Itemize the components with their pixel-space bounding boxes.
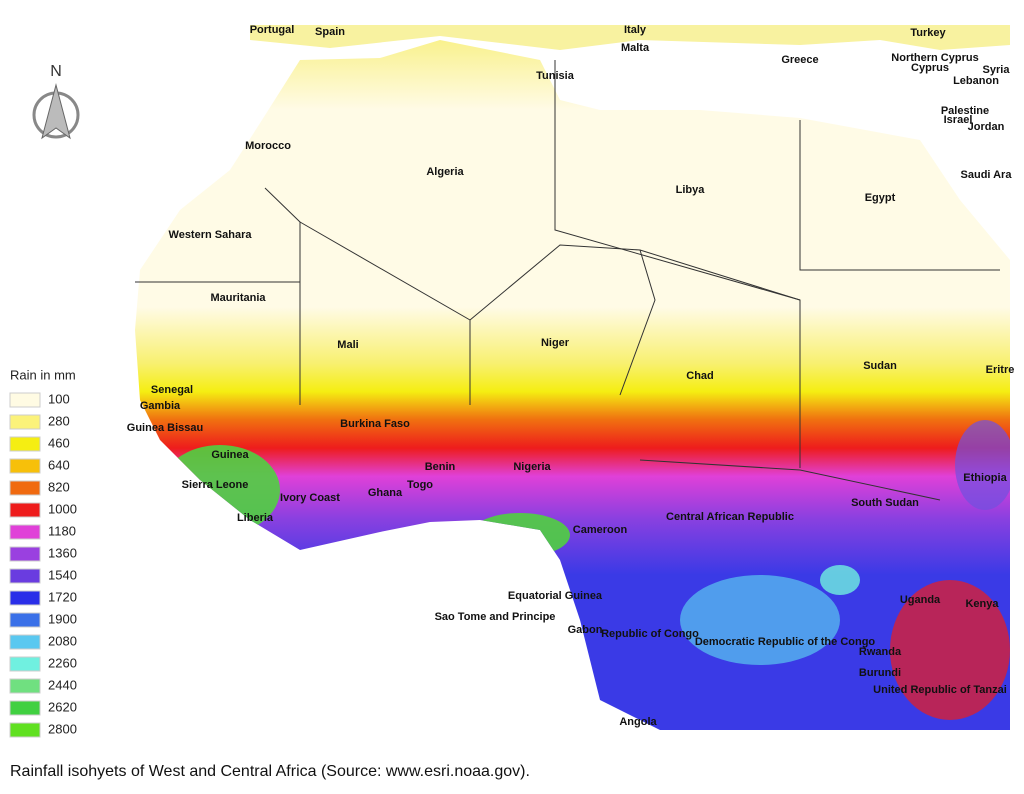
country-label: Western Sahara	[169, 229, 253, 241]
country-label: Togo	[407, 479, 433, 491]
country-label: United Republic of Tanzai	[873, 684, 1007, 696]
legend-value: 1000	[48, 501, 77, 516]
legend-value: 2440	[48, 677, 77, 692]
legend-swatch	[9, 480, 41, 496]
country-label: Turkey	[910, 27, 946, 39]
legend-swatch	[9, 568, 41, 584]
country-label: Kenya	[965, 598, 999, 610]
north-label: N	[50, 63, 62, 80]
caption: Rainfall isohyets of West and Central Af…	[10, 763, 530, 780]
legend-value: 2260	[48, 655, 77, 670]
legend-swatch	[9, 524, 41, 540]
country-label: Gabon	[568, 624, 603, 636]
legend-swatch	[9, 634, 41, 650]
country-label: Rwanda	[859, 646, 902, 658]
legend-value: 1540	[48, 567, 77, 582]
country-label: Malta	[621, 42, 650, 54]
legend-value: 2620	[48, 699, 77, 714]
country-label: Benin	[425, 461, 456, 473]
country-label: Italy	[624, 24, 647, 36]
country-label: Ivory Coast	[280, 492, 340, 504]
country-label: Cyprus	[911, 62, 949, 74]
legend-swatch	[9, 458, 41, 474]
legend-value: 100	[48, 391, 70, 406]
country-label: Cameroon	[573, 524, 628, 536]
country-label: Northern Cyprus	[891, 52, 978, 64]
legend-swatch	[9, 678, 41, 694]
legend-swatch	[9, 656, 41, 672]
country-label: Central African Republic	[666, 511, 794, 523]
country-label: Democratic Republic of the Congo	[695, 636, 876, 648]
country-label: Liberia	[237, 512, 274, 524]
country-label: Republic of Congo	[601, 628, 699, 640]
country-label: Libya	[676, 184, 706, 196]
europe	[250, 25, 1010, 50]
country-label: Chad	[686, 370, 714, 382]
legend-swatch	[9, 546, 41, 562]
legend-swatch	[9, 436, 41, 452]
country-label: Angola	[619, 716, 657, 728]
legend-swatch	[9, 392, 41, 408]
legend-value: 280	[48, 413, 70, 428]
country-label: Mali	[337, 339, 358, 351]
legend-value: 2080	[48, 633, 77, 648]
legend-swatch	[9, 414, 41, 430]
legend-swatch	[9, 722, 41, 738]
country-label: Ghana	[368, 487, 403, 499]
country-label: Morocco	[245, 140, 291, 152]
country-label: Jordan	[968, 121, 1005, 133]
compass-arrow	[41, 83, 71, 140]
country-label: Sao Tome and Principe	[435, 611, 556, 623]
country-label: Sierra Leone	[182, 479, 249, 491]
legend-swatch	[9, 590, 41, 606]
compass: N	[32, 63, 80, 140]
legend: Rain in mm 100 280 460 640 820 1000 1180 1360 15…	[9, 367, 77, 738]
country-label: Greece	[781, 54, 818, 66]
borders	[135, 60, 1000, 501]
country-label: Palestine	[941, 105, 989, 117]
legend-title: Rain in mm	[10, 367, 76, 382]
country-label: Saudi Ara	[961, 169, 1013, 181]
country-label: Portugal	[250, 24, 295, 36]
legend-value: 1360	[48, 545, 77, 560]
country-label: Nigeria	[513, 461, 551, 473]
country-label: Eritre	[986, 364, 1015, 376]
country-label: Burundi	[859, 667, 901, 679]
legend-value: 2800	[48, 721, 77, 736]
legend-value: 460	[48, 435, 70, 450]
country-label: Spain	[315, 26, 345, 38]
country-label: Sudan	[863, 360, 897, 372]
country-label: Lebanon	[953, 75, 999, 87]
country-labels: Portugal Spain Italy Malta Turkey Greece North…	[127, 24, 1015, 728]
legend-swatch	[9, 502, 41, 518]
country-label: Syria	[983, 64, 1011, 76]
country-label: Tunisia	[536, 70, 575, 82]
country-label: Algeria	[426, 166, 464, 178]
legend-value: 1180	[48, 523, 76, 538]
legend-value: 1720	[48, 589, 77, 604]
country-label: Niger	[541, 337, 570, 349]
country-label: Egypt	[865, 192, 896, 204]
legend-swatch	[9, 700, 41, 716]
legend-swatch	[9, 612, 41, 628]
country-label: Senegal	[151, 384, 193, 396]
country-label: Equatorial Guinea	[508, 590, 603, 602]
country-label: South Sudan	[851, 497, 919, 509]
legend-value: 820	[48, 479, 70, 494]
country-label: Uganda	[900, 594, 941, 606]
legend-value: 640	[48, 457, 70, 472]
legend-value: 1900	[48, 611, 77, 626]
country-label: Gambia	[140, 400, 181, 412]
country-label: Mauritania	[210, 292, 266, 304]
country-label: Burkina Faso	[340, 418, 410, 430]
country-label: Ethiopia	[963, 472, 1007, 484]
country-label: Israel	[944, 114, 973, 126]
country-label: Guinea	[211, 449, 249, 461]
country-label: Guinea Bissau	[127, 422, 203, 434]
